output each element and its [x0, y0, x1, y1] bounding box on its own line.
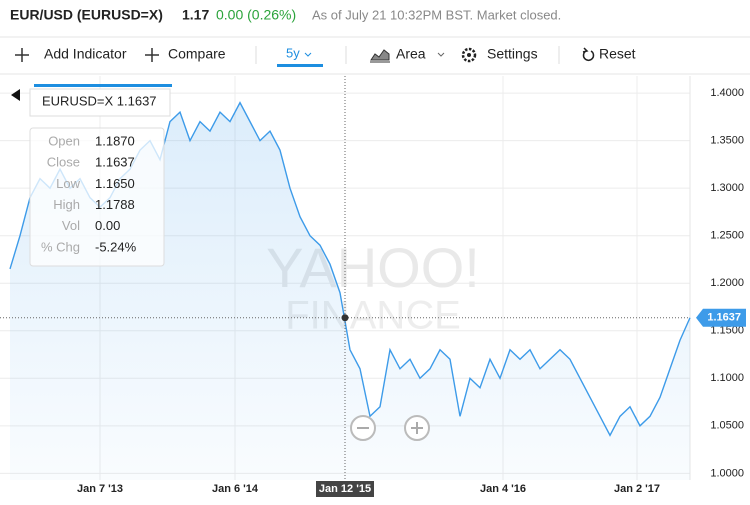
info-value: 1.1870 [95, 133, 135, 148]
reset-icon [582, 47, 595, 62]
y-tick-label: 1.0000 [710, 467, 744, 479]
add-indicator-button[interactable]: Add Indicator [15, 46, 127, 62]
info-value: 1.1788 [95, 197, 135, 212]
chart-type-button[interactable]: Area [370, 46, 445, 63]
crosshair-point [341, 314, 349, 322]
x-tick-label: Jan 2 '17 [614, 483, 660, 495]
last-price-tag [696, 308, 746, 327]
info-label: Open [48, 133, 80, 148]
range-button[interactable]: 5y [277, 45, 323, 67]
y-tick-label: 1.2000 [710, 277, 744, 289]
button-label: Settings [487, 46, 538, 62]
area-fill [10, 102, 690, 481]
crosshair-label: Jan 12 '15 [319, 483, 371, 495]
y-tick-label: 1.3500 [710, 135, 744, 147]
toolbar: Add Indicator Compare 5y Area Settings R… [0, 36, 750, 75]
gear-icon [461, 47, 477, 63]
active-underline [277, 64, 323, 67]
y-tick-label: 1.1000 [710, 372, 744, 384]
info-label: Vol [62, 218, 80, 233]
y-tick-label: 1.0500 [710, 420, 744, 432]
info-value: 1.1650 [95, 176, 135, 191]
gear-icon [467, 53, 471, 57]
y-tick-label: 1.4000 [710, 87, 744, 99]
zoom-in-button[interactable] [404, 415, 430, 441]
info-label: Close [47, 155, 80, 170]
quote-change: 0.00 (0.26%) [216, 7, 296, 23]
info-label: High [53, 197, 80, 212]
tooltip-accent [34, 84, 172, 87]
info-box [29, 127, 165, 267]
info-value: -5.24% [95, 239, 137, 254]
overlay: EURUSD=X 1.1637 Open 1.1870 Close 1.1637 Low… [11, 84, 430, 441]
plus-icon [15, 48, 29, 62]
crosshair-label-box [316, 481, 374, 497]
button-label: Reset [599, 46, 636, 62]
reset-button[interactable]: Reset [582, 46, 636, 62]
button-label: Add Indicator [44, 46, 127, 62]
info-value: 0.00 [95, 218, 120, 233]
area-icon [370, 49, 390, 63]
header: EUR/USD (EURUSD=X) 1.17 0.00 (0.26%) As … [10, 7, 561, 23]
quote-title: EUR/USD (EURUSD=X) [10, 7, 163, 23]
y-tick-label: 1.3000 [710, 182, 744, 194]
info-label: % Chg [41, 239, 80, 254]
caret [437, 52, 445, 57]
x-tick-label: Jan 7 '13 [77, 483, 123, 495]
quote-price: 1.17 [182, 7, 209, 23]
y-tick-label: 1.2500 [710, 230, 744, 242]
last-price-label: 1.1637 [707, 312, 741, 324]
settings-button[interactable]: Settings [461, 46, 538, 63]
quote-status: As of July 21 10:32PM BST. Market closed… [312, 7, 561, 22]
y-tick-label: 1.1500 [710, 325, 744, 337]
button-label: Compare [168, 46, 226, 62]
button-label: 5y [286, 45, 300, 60]
zoom-icon [411, 422, 423, 434]
plus-icon [145, 48, 159, 62]
x-tick-label: Jan 6 '14 [212, 483, 259, 495]
button-label: Area [396, 46, 426, 62]
info-label: Low [56, 176, 80, 191]
caret [304, 52, 312, 57]
x-tick-label: Jan 4 '16 [480, 483, 526, 495]
collapse-arrow[interactable] [11, 89, 20, 101]
tooltip-symbol: EURUSD=X 1.1637 [42, 93, 157, 108]
info-value: 1.1637 [95, 155, 135, 170]
zoom-out-button[interactable] [350, 415, 376, 441]
compare-button[interactable]: Compare [145, 46, 226, 62]
tooltip-box [29, 88, 171, 117]
